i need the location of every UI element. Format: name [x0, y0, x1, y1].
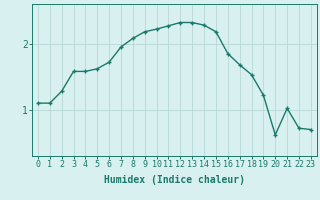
X-axis label: Humidex (Indice chaleur): Humidex (Indice chaleur)	[104, 175, 245, 185]
